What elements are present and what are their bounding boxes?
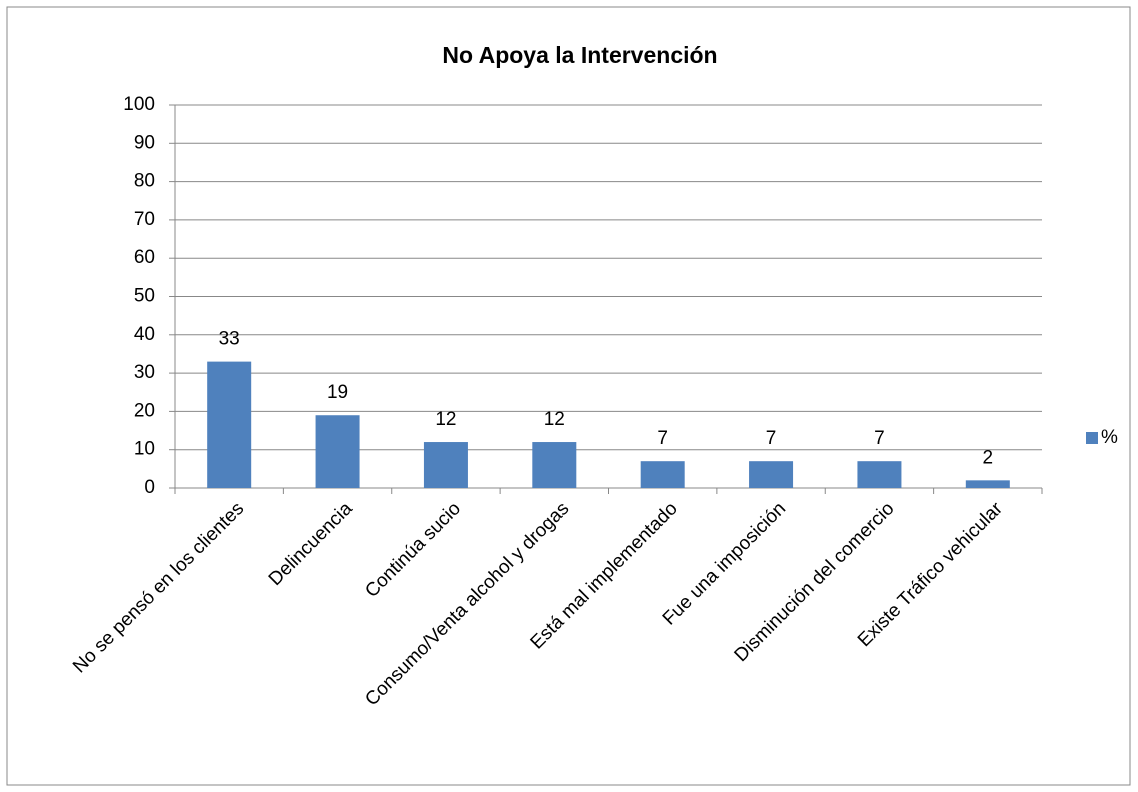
- data-label: 7: [874, 428, 885, 449]
- data-label: 33: [219, 329, 240, 350]
- data-label: 19: [327, 382, 348, 403]
- bar: [857, 461, 902, 488]
- y-tick-label: 30: [134, 362, 155, 383]
- y-tick-label: 40: [134, 324, 155, 345]
- legend-swatch: [1086, 432, 1098, 444]
- y-tick-label: 100: [123, 94, 155, 115]
- y-tick-label: 10: [134, 439, 155, 460]
- bar: [749, 461, 794, 488]
- bar: [532, 442, 577, 488]
- y-tick-label: 60: [134, 247, 155, 268]
- data-label: 7: [766, 428, 777, 449]
- data-label: 12: [435, 409, 456, 430]
- y-tick-label: 90: [134, 132, 155, 153]
- y-tick-label: 50: [134, 286, 155, 307]
- bar: [315, 415, 360, 488]
- legend-label: %: [1101, 427, 1118, 448]
- bar: [423, 442, 468, 488]
- chart-border: [6, 6, 1131, 786]
- bar: [207, 361, 252, 488]
- y-tick-label: 70: [134, 209, 155, 230]
- data-label: 12: [544, 409, 565, 430]
- data-label: 7: [657, 428, 668, 449]
- y-tick-label: 20: [134, 400, 155, 421]
- y-tick-label: 80: [134, 171, 155, 192]
- data-label: 2: [983, 447, 994, 468]
- bar: [640, 461, 685, 488]
- bar: [965, 480, 1010, 488]
- y-tick-label: 0: [144, 477, 155, 498]
- chart-title: No Apoya la Intervención: [442, 42, 717, 68]
